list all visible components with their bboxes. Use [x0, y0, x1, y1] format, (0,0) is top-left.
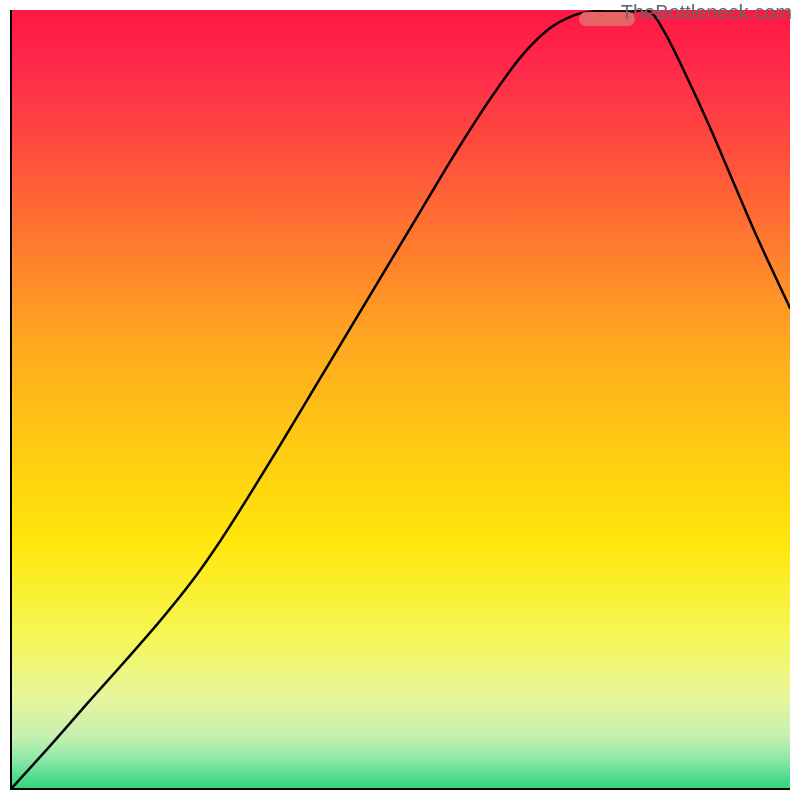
- bottleneck-curve: [10, 10, 790, 790]
- plot-area: [10, 10, 790, 790]
- y-axis: [10, 10, 12, 790]
- watermark-text: TheBottleneck.com: [621, 2, 792, 25]
- x-axis: [10, 788, 790, 790]
